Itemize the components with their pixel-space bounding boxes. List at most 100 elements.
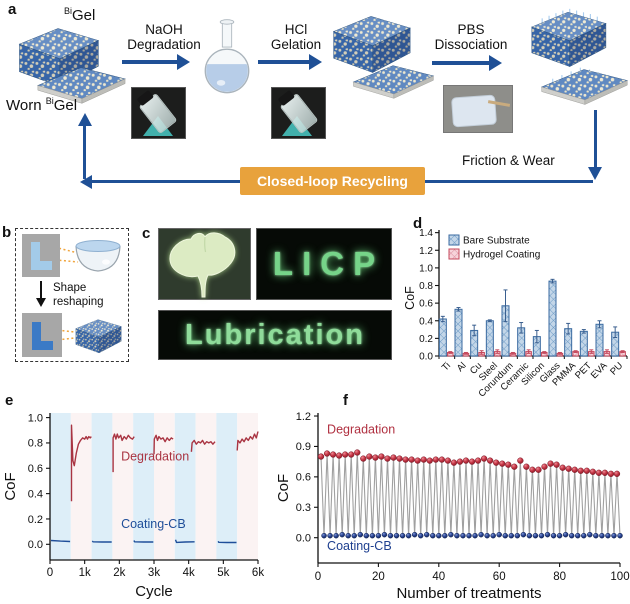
panel-d-label: d — [413, 215, 423, 232]
marker-degradation — [565, 465, 572, 472]
mold-bottom — [22, 313, 62, 357]
background-band — [154, 413, 175, 560]
marker-degradation — [505, 461, 512, 468]
marker-coating-cb — [520, 531, 527, 538]
hcl-gelation-label: HCl Gelation — [270, 22, 322, 53]
marker-coating-cb — [423, 531, 430, 538]
marker-degradation — [547, 460, 554, 467]
marker-degradation — [402, 456, 409, 463]
marker-degradation — [474, 457, 482, 464]
marker-degradation — [607, 470, 615, 477]
tick-label: 0.0 — [419, 352, 433, 363]
cof-by-substrate-bar-chart: 0.00.20.40.60.81.01.21.4Ti Al CuSteelCorun… — [403, 228, 628, 399]
curve-coating-cb — [50, 539, 71, 543]
curve-degradation — [153, 434, 174, 455]
textured-bigel-slab-icon — [538, 62, 630, 112]
marker-degradation — [456, 458, 464, 465]
curve-degradation — [70, 424, 92, 502]
marker-degradation — [462, 457, 470, 464]
tick-label: 0.9 — [296, 441, 311, 453]
bar-bare-substrate — [595, 323, 604, 357]
background-band — [174, 413, 196, 560]
legend-label: Hydrogel Coating — [463, 250, 540, 261]
tick-label: 60 — [493, 571, 506, 583]
curve-coating-cb — [91, 540, 112, 543]
background-band — [112, 413, 134, 560]
tick-label: 20 — [372, 571, 385, 583]
bigel-label: BiGel — [64, 6, 96, 24]
marker-coating-cb — [399, 532, 406, 539]
annotation-degradation: Degradation — [327, 422, 395, 436]
marker-coating-cb — [587, 531, 593, 538]
mold-top — [22, 234, 60, 277]
marker-coating-cb — [333, 532, 339, 539]
x-axis-label: Cycle — [135, 583, 173, 600]
pbs-dissociation-label: PBS Dissociation — [434, 22, 508, 53]
reshape-arrow-head-icon — [36, 298, 46, 307]
marker-degradation — [384, 455, 391, 462]
x-axis-label: Number of treatments — [396, 585, 541, 602]
tick-label: 0.2 — [28, 514, 43, 526]
tick-label: 0.8 — [419, 281, 433, 292]
bar-bare-substrate — [454, 308, 463, 357]
tick-label: 3k — [148, 567, 160, 579]
marker-coating-cb — [490, 532, 496, 539]
marker-degradation — [480, 455, 488, 462]
marker-degradation — [589, 468, 596, 475]
marker-coating-cb — [411, 531, 418, 538]
marker-coating-cb — [357, 531, 364, 538]
marker-degradation — [342, 451, 349, 458]
loop-arrow-up-icon — [77, 113, 92, 126]
letter-L-gel — [32, 322, 53, 350]
bar-bare-substrate — [579, 330, 588, 357]
marker-degradation — [511, 463, 518, 470]
curve-degradation — [236, 431, 259, 451]
marker-coating-cb — [550, 532, 557, 539]
marker-coating-cb — [556, 532, 563, 539]
marker-coating-cb — [375, 532, 382, 539]
arrow-gelation-head-icon — [309, 54, 322, 70]
marker-degradation — [517, 457, 524, 464]
bar-bare-substrate — [438, 318, 447, 357]
marker-degradation — [541, 463, 548, 470]
marker-degradation — [420, 456, 427, 463]
panel-b-label: b — [2, 224, 12, 241]
tick-label: 0 — [47, 567, 53, 579]
y-axis-label: CoF — [2, 472, 19, 500]
panel-f-label: f — [343, 392, 348, 409]
cof-vs-treatments-chart: 0.0 0.3 0.6 0.9 1.2 0 20 40 60 80 100 Degradation Co… — [275, 411, 630, 602]
lubrication-photo: Lubrication — [158, 310, 392, 360]
marker-coating-cb — [526, 532, 533, 539]
marker-coating-cb — [599, 532, 605, 539]
arrow-degradation-head-icon — [177, 54, 190, 70]
marker-coating-cb — [387, 532, 394, 539]
tick-label: 0 — [315, 571, 321, 583]
marker-degradation — [372, 454, 379, 461]
marker-coating-cb — [369, 532, 376, 539]
loop-arrow-down-icon — [588, 167, 602, 180]
zigzag-line — [320, 452, 621, 536]
marker-coating-cb — [381, 531, 388, 538]
marker-degradation — [366, 453, 373, 460]
curve-coating-cb — [133, 540, 154, 543]
marker-coating-cb — [460, 532, 466, 539]
loop-line-right — [593, 110, 597, 168]
marker-degradation — [317, 453, 325, 460]
bar-bare-substrate — [548, 280, 557, 357]
marker-degradation — [348, 451, 355, 458]
tick-label: 2k — [113, 567, 125, 579]
arrow-degradation — [122, 60, 178, 64]
gelation-vial-photo — [271, 87, 326, 139]
marker-degradation — [486, 457, 494, 464]
marker-coating-cb — [339, 531, 345, 538]
lubrication-glow-text: Lubrication — [185, 318, 365, 351]
y-axis-label: CoF — [275, 474, 292, 502]
marker-degradation — [571, 466, 578, 473]
reshape-arrow — [40, 281, 43, 299]
marker-degradation — [583, 467, 590, 474]
arrow-dissociation — [432, 61, 490, 65]
category-label: Ti — [440, 360, 453, 373]
marker-degradation — [390, 454, 397, 461]
marker-coating-cb — [605, 532, 611, 539]
marker-degradation — [595, 469, 603, 476]
